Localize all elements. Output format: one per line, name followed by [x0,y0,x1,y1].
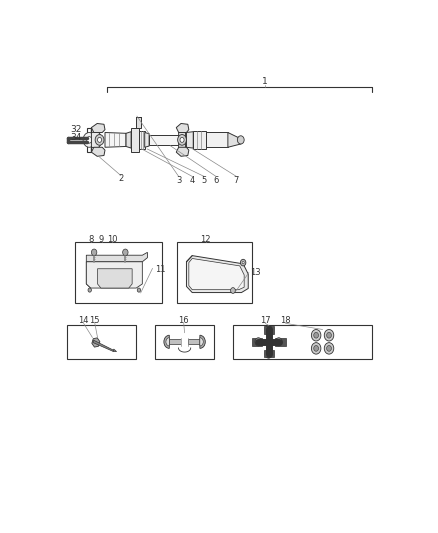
Circle shape [324,343,334,354]
Polygon shape [149,135,179,145]
Text: 11: 11 [155,265,166,273]
Circle shape [98,138,102,142]
Text: 5: 5 [201,176,207,185]
Circle shape [265,325,272,334]
Bar [155,325,214,359]
Polygon shape [251,338,262,346]
Bar [233,325,372,359]
Text: 17: 17 [260,316,271,325]
Circle shape [180,138,184,142]
Circle shape [311,343,321,354]
Polygon shape [206,133,228,147]
Circle shape [88,288,92,292]
Polygon shape [264,350,274,358]
Bar [181,333,188,351]
Polygon shape [176,124,189,133]
Circle shape [95,134,104,145]
Text: 10: 10 [107,235,118,244]
Text: 3: 3 [176,176,181,185]
Circle shape [276,338,282,346]
Text: 34: 34 [70,133,81,142]
Text: 14: 14 [78,316,89,325]
Polygon shape [176,147,189,156]
Circle shape [92,249,97,256]
Polygon shape [92,147,105,156]
Polygon shape [86,262,142,288]
Text: 16: 16 [178,316,189,325]
Polygon shape [145,133,149,147]
Polygon shape [86,252,148,262]
Text: 9: 9 [99,235,104,244]
Circle shape [265,350,272,358]
Circle shape [327,345,332,351]
Polygon shape [193,131,206,149]
Text: 4: 4 [190,176,195,185]
Circle shape [311,329,321,341]
Circle shape [327,333,332,338]
Circle shape [86,136,92,143]
Circle shape [237,136,244,144]
Polygon shape [92,124,105,133]
Wedge shape [200,335,205,349]
Circle shape [314,345,318,351]
Circle shape [314,333,318,338]
Circle shape [230,288,235,293]
Polygon shape [136,117,141,127]
Text: 13: 13 [250,268,261,277]
Text: 8: 8 [88,235,94,244]
Text: 1: 1 [262,77,268,86]
Circle shape [83,133,95,147]
Text: 7: 7 [233,176,239,185]
Text: 2: 2 [118,174,124,183]
Text: 15: 15 [89,316,100,325]
Polygon shape [92,127,101,152]
Polygon shape [98,269,132,288]
Polygon shape [105,133,126,147]
Circle shape [178,134,187,145]
Polygon shape [86,262,91,288]
Polygon shape [93,340,114,351]
Wedge shape [164,335,170,349]
Circle shape [255,338,262,346]
Polygon shape [187,256,248,293]
Polygon shape [126,132,131,148]
Circle shape [240,260,246,266]
Circle shape [123,249,128,256]
Circle shape [137,288,141,292]
Polygon shape [113,349,117,352]
Wedge shape [200,338,203,346]
Polygon shape [87,127,92,152]
Circle shape [324,329,334,341]
Polygon shape [187,132,193,148]
Text: 12: 12 [201,235,211,244]
Bar [75,242,162,303]
Text: 32: 32 [70,125,81,134]
Circle shape [242,261,244,264]
Wedge shape [166,338,170,346]
Polygon shape [92,338,100,347]
Polygon shape [189,259,244,290]
Bar [177,242,251,303]
Polygon shape [264,326,274,334]
Text: 6: 6 [213,176,219,185]
Polygon shape [139,131,145,149]
Polygon shape [166,340,181,344]
Text: 18: 18 [280,316,291,325]
Circle shape [266,338,271,345]
Polygon shape [276,338,286,346]
Polygon shape [188,340,203,344]
Bar [67,325,136,359]
Polygon shape [131,127,139,152]
Polygon shape [179,130,185,150]
Polygon shape [228,133,243,147]
